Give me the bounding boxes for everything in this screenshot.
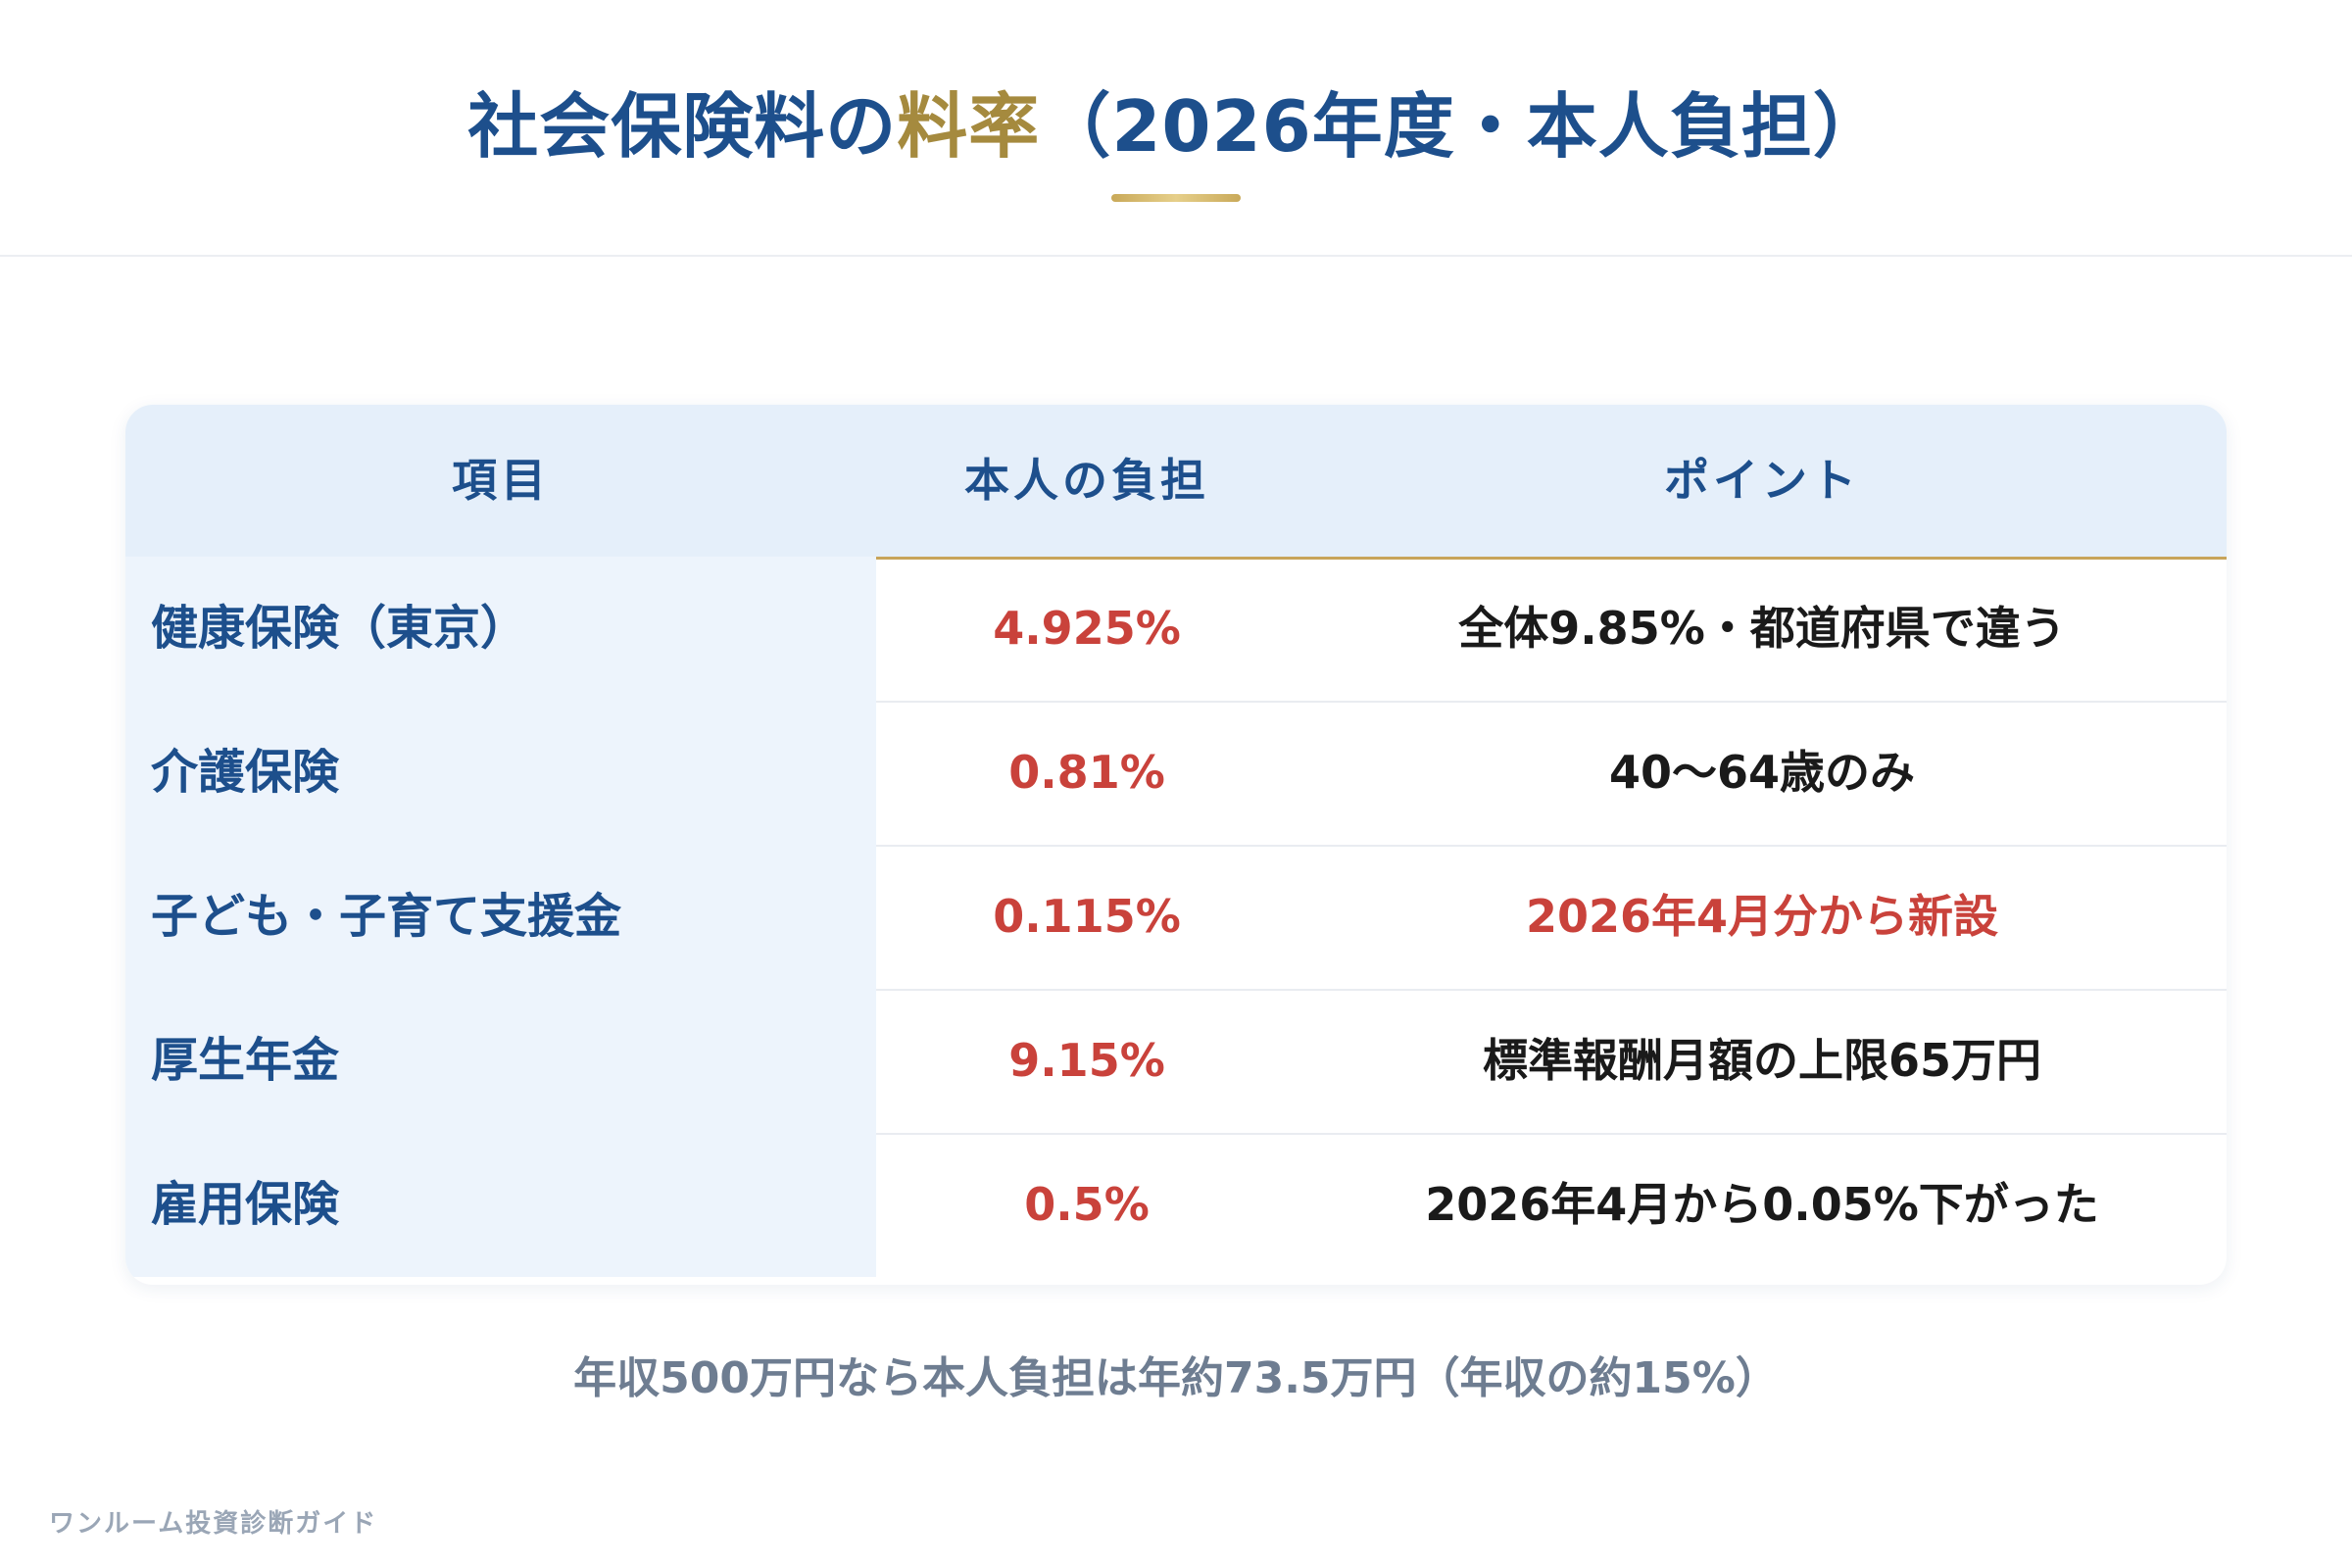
column-header-point: ポイント (1664, 454, 1860, 507)
title-underline (1111, 194, 1241, 202)
row-point: 40〜64歳のみ (1608, 746, 1916, 799)
row-rate: 9.15% (1008, 1034, 1165, 1087)
title-main: 社会保険料の (467, 85, 898, 168)
row-item: 子ども・子育て支援金 (125, 845, 876, 989)
rates-table: 項目 本人の負担 ポイント 健康保険（東京） 4.925% 全体9.85%・都道… (125, 405, 2227, 1285)
page-header: 社会保険料の料率（2026年度・本人負担） (0, 0, 2352, 257)
table-row: 雇用保険 0.5% 2026年4月から0.05%下がった (125, 1133, 2227, 1277)
row-rate: 0.81% (1008, 746, 1165, 799)
table-row: 厚生年金 9.15% 標準報酬月額の上限65万円 (125, 989, 2227, 1135)
row-point-highlight: 2026年4月分から新設 (1525, 890, 1999, 943)
table-row: 子ども・子育て支援金 0.115% 2026年4月分から新設 (125, 845, 2227, 991)
table-row: 健康保険（東京） 4.925% 全体9.85%・都道府県で違う (125, 557, 2227, 703)
table-row: 介護保険 0.81% 40〜64歳のみ (125, 701, 2227, 847)
column-header-item: 項目 (452, 454, 550, 507)
row-item: 介護保険 (125, 701, 876, 845)
row-rate: 4.925% (993, 602, 1181, 655)
page-title: 社会保険料の料率（2026年度・本人負担） (0, 69, 2352, 172)
column-header-rate: 本人の負担 (964, 454, 1209, 507)
row-point: 標準報酬月額の上限65万円 (1482, 1034, 2041, 1087)
table-header: 項目 本人の負担 ポイント (125, 405, 2227, 560)
title-sub: （2026年度・本人負担） (1040, 85, 1885, 168)
row-rate: 0.5% (1024, 1178, 1150, 1231)
title-accent: 料率 (897, 85, 1041, 168)
row-item: 雇用保険 (125, 1133, 876, 1277)
row-item: 健康保険（東京） (125, 557, 876, 701)
row-point: 2026年4月から0.05%下がった (1425, 1178, 2099, 1231)
row-rate: 0.115% (993, 890, 1181, 943)
summary-note: 年収500万円なら本人負担は年約73.5万円（年収の約15%） (573, 1353, 1779, 1403)
row-item: 厚生年金 (125, 989, 876, 1133)
footer-credit: ワンルーム投資診断ガイド (49, 1509, 378, 1539)
row-point: 全体9.85%・都道府県で違う (1458, 602, 2066, 655)
